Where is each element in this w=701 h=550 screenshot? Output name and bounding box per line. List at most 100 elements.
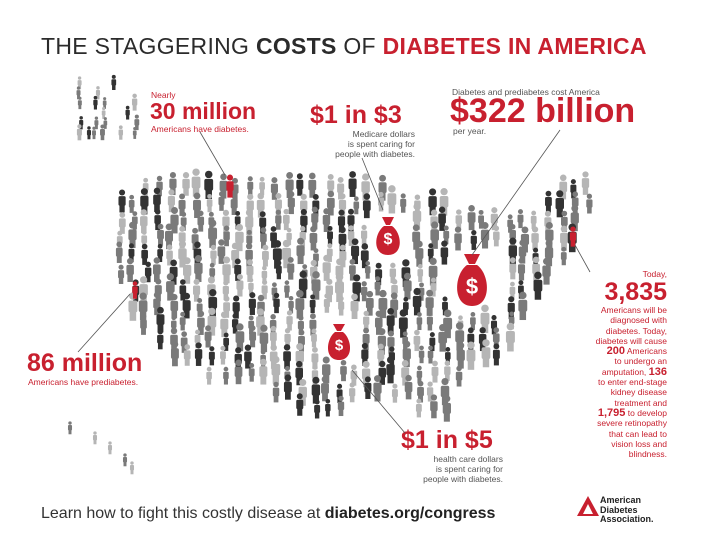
person-figure xyxy=(378,360,387,385)
person-figure xyxy=(248,292,256,315)
person-figure xyxy=(375,262,383,286)
person-figure xyxy=(287,256,295,280)
stat-136: 136 xyxy=(648,365,667,378)
person-figure xyxy=(283,374,292,400)
stat-3835-line: to undergo an xyxy=(614,356,667,367)
title-part-1: THE STAGGERING xyxy=(41,33,256,59)
person-figure xyxy=(275,209,282,230)
person-figure xyxy=(129,461,135,475)
person-figure xyxy=(569,226,577,247)
person-figure xyxy=(206,366,212,385)
person-figure xyxy=(77,96,82,110)
person-figure xyxy=(378,289,388,319)
person-figure xyxy=(170,207,179,234)
person-figure xyxy=(481,339,491,368)
person-figure xyxy=(454,226,462,251)
title-part-3: OF xyxy=(336,33,383,59)
person-figure xyxy=(296,237,305,265)
person-figure xyxy=(141,243,148,265)
person-figure xyxy=(259,324,269,353)
person-figure xyxy=(270,325,277,348)
person-figure xyxy=(94,116,99,130)
person-figure xyxy=(533,271,543,300)
person-figure xyxy=(412,224,421,250)
person-figure xyxy=(103,117,108,129)
connector-line xyxy=(574,244,591,273)
person-figure xyxy=(261,279,268,300)
person-figure xyxy=(193,192,202,219)
person-figure xyxy=(309,294,316,314)
person-figure xyxy=(126,258,134,282)
person-figure xyxy=(226,174,234,198)
stat-3835-line: diagnosed with xyxy=(610,315,667,326)
person-figure xyxy=(296,173,304,196)
person-figure xyxy=(152,257,161,282)
person-figure xyxy=(92,431,98,445)
person-figure xyxy=(365,290,374,316)
person-figure xyxy=(178,240,187,268)
person-figure xyxy=(586,193,593,214)
person-figure xyxy=(234,359,243,385)
person-figure xyxy=(545,190,552,213)
stat-3835-line: treatment and xyxy=(614,397,667,408)
person-figure xyxy=(157,243,163,263)
stat-1in3-caption-line: people with diabetes. xyxy=(335,149,415,159)
person-figure xyxy=(467,205,476,231)
person-figure xyxy=(417,264,424,282)
person-figure xyxy=(478,209,485,229)
person-figure xyxy=(118,125,124,140)
person-figure xyxy=(235,223,244,252)
person-figure xyxy=(430,221,439,249)
person-figure xyxy=(364,261,371,279)
person-figure xyxy=(296,393,304,416)
person-figure xyxy=(183,344,191,366)
person-figure xyxy=(415,398,422,418)
person-figure xyxy=(530,210,537,230)
logo-line: Association. xyxy=(600,514,654,524)
stat-1795: 1,795 xyxy=(597,406,626,419)
person-figure xyxy=(93,95,98,110)
person-figure xyxy=(327,225,333,245)
stat-86m-value: 86 million xyxy=(27,349,143,377)
person-figure xyxy=(235,323,245,352)
stat-1in5-caption-line: is spent caring for xyxy=(435,464,503,474)
person-figure xyxy=(197,310,205,335)
stat-3835-line: severe retinopathy xyxy=(597,418,667,429)
stat-1in5-caption-line: people with diabetes. xyxy=(423,474,503,484)
stat-3835-line: vision loss and xyxy=(611,438,667,449)
person-figure xyxy=(337,395,345,417)
person-figure xyxy=(404,374,413,400)
connector-line xyxy=(471,129,561,256)
stat-3835-line: 200 Americans xyxy=(540,346,667,357)
person-figure xyxy=(560,225,568,251)
person-figure xyxy=(220,311,229,338)
person-figure xyxy=(207,307,217,336)
person-figure xyxy=(275,260,282,280)
person-figure xyxy=(311,328,317,348)
person-figure xyxy=(427,345,434,364)
footer-link[interactable]: diabetes.org/congress xyxy=(324,505,496,522)
person-figure xyxy=(118,189,126,213)
person-figure xyxy=(191,168,201,197)
person-figure xyxy=(256,308,265,336)
person-figure xyxy=(440,240,449,265)
person-figure xyxy=(194,342,203,366)
person-figure xyxy=(230,192,238,215)
stat-3835-line: to enter end-stage xyxy=(598,377,667,388)
stat-30m-pre: Nearly xyxy=(151,90,176,100)
person-figure xyxy=(102,97,107,109)
person-figure xyxy=(272,381,280,403)
person-figure xyxy=(426,311,433,331)
person-figure xyxy=(132,281,138,299)
person-figure xyxy=(236,273,244,297)
person-figure xyxy=(505,322,515,352)
person-figure xyxy=(442,395,451,422)
person-figure xyxy=(76,124,82,141)
stat-3835-body: Americans will be diagnosed with diabete… xyxy=(540,305,667,459)
person-figure xyxy=(128,194,135,213)
person-figure xyxy=(314,399,321,419)
person-figure xyxy=(144,261,152,283)
person-figure xyxy=(340,359,347,382)
person-figure xyxy=(125,105,130,120)
person-figure xyxy=(531,226,539,251)
